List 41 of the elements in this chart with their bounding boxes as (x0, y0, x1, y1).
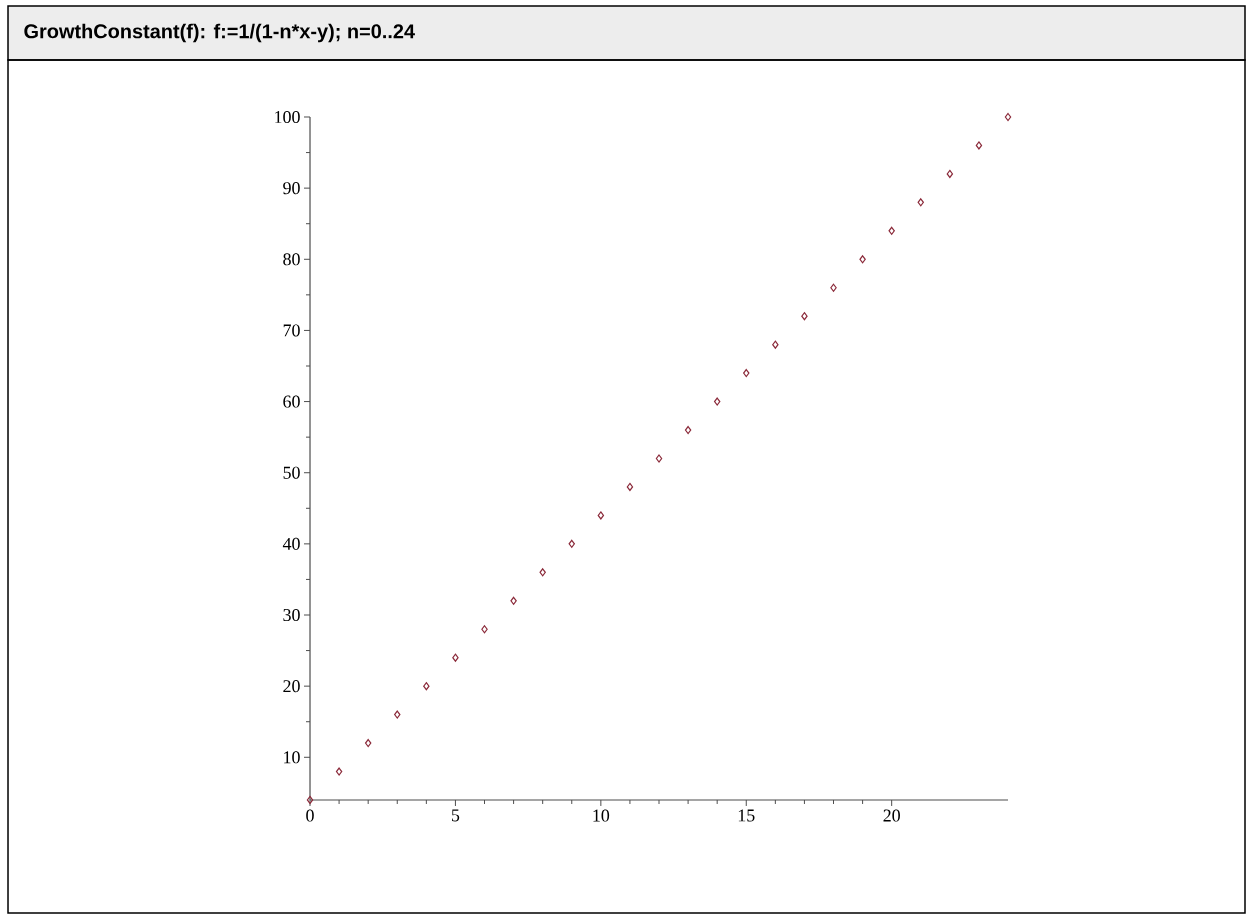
x-tick-label: 0 (306, 809, 314, 822)
y-tick-label: 30 (283, 608, 300, 622)
point (568, 539, 575, 548)
point (1004, 112, 1012, 122)
y-tick-label: 100 (275, 110, 300, 124)
point (946, 169, 954, 179)
y-tick-label: 10 (284, 751, 300, 764)
point (917, 198, 924, 207)
point (597, 511, 605, 520)
y-tick-label: 70 (283, 324, 300, 337)
chart-title: GrowthConstant(f): f:=1/(1-n*x-y); n=0..24 (24, 23, 415, 43)
point (452, 653, 459, 662)
point (364, 738, 372, 748)
y-tick-label: 60 (283, 395, 300, 408)
point (655, 454, 663, 463)
point (772, 340, 779, 349)
point (539, 568, 546, 577)
point (713, 397, 721, 406)
point (801, 312, 808, 321)
y-tick-label: 80 (283, 253, 300, 266)
x-tick-label: 5 (451, 809, 460, 822)
point (423, 682, 430, 691)
point (394, 710, 401, 719)
x-tick-label: 10 (593, 809, 610, 822)
point (859, 255, 866, 264)
y-tick-label: 20 (283, 680, 300, 693)
point (975, 141, 983, 150)
point (743, 369, 750, 378)
x-tick-label: 15 (738, 809, 755, 822)
y-tick-label: 40 (282, 537, 300, 550)
y-tick-label: 50 (283, 466, 300, 479)
point (888, 226, 895, 235)
point (510, 596, 517, 605)
point (626, 482, 634, 492)
y-tick-label: 90 (283, 182, 300, 195)
point (830, 283, 837, 292)
point (335, 767, 343, 776)
point (306, 795, 314, 805)
x-tick-label: 20 (883, 809, 900, 822)
point (481, 625, 488, 634)
point (684, 425, 692, 435)
